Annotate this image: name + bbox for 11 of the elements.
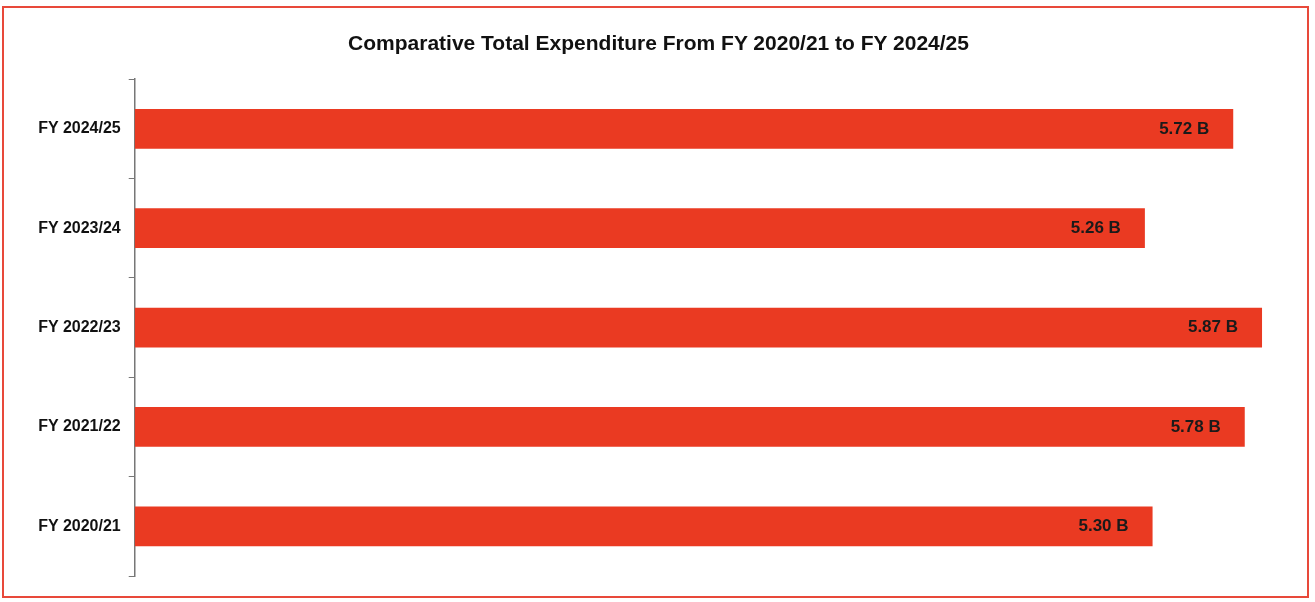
chart-title: Comparative Total Expenditure From FY 2020/21 to FY 2024/25 [348, 31, 970, 55]
y-tick-label: FY 2023/24 [38, 218, 121, 236]
y-tick-label: FY 2024/25 [38, 119, 121, 137]
data-label: 5.26 B [1070, 217, 1121, 237]
y-tick-label: FY 2022/23 [38, 318, 121, 336]
data-label: 5.72 B [1159, 118, 1210, 138]
data-label: 5.30 B [1078, 516, 1129, 536]
y-tick-label: FY 2020/21 [38, 516, 121, 534]
data-label: 5.87 B [1187, 317, 1239, 337]
y-tick-label: FY 2021/22 [38, 417, 121, 435]
data-label: 5.78 B [1170, 416, 1221, 436]
